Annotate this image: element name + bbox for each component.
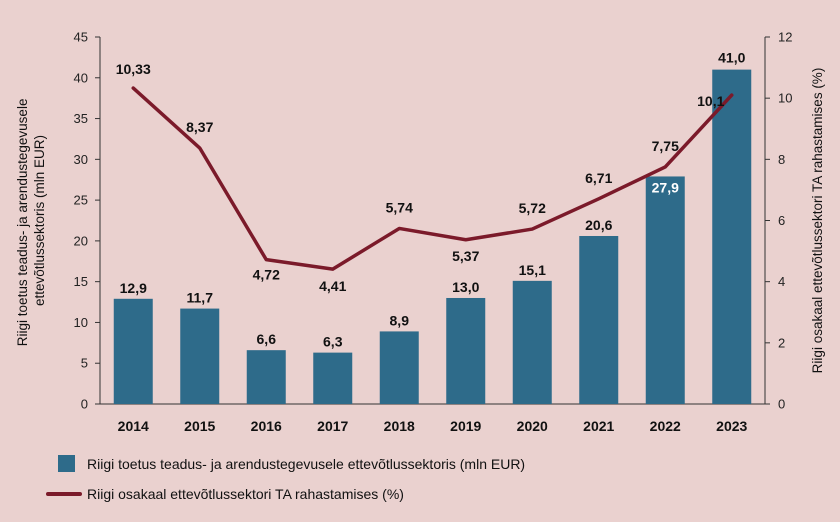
line-value-label: 4,72: [253, 267, 280, 283]
right-tick-label: 6: [778, 213, 785, 228]
legend-bar-swatch: [58, 455, 75, 472]
line-value-label: 7,75: [652, 138, 679, 154]
x-tick-label: 2021: [583, 418, 614, 434]
line-value-label: 8,37: [186, 119, 213, 135]
line-value-label: 5,74: [386, 199, 413, 215]
left-tick-label: 35: [74, 111, 88, 126]
bar-value-label: 6,6: [257, 331, 277, 347]
right-tick-label: 0: [778, 397, 785, 412]
bar: [246, 350, 286, 404]
left-tick-label: 40: [74, 70, 88, 85]
bar: [313, 352, 353, 404]
bar: [712, 69, 752, 404]
bar: [379, 331, 419, 404]
bar-value-label: 15,1: [519, 262, 546, 278]
bar-value-label: 8,9: [390, 312, 410, 328]
right-y-axis: 0 2 4 6 8 10 12: [764, 30, 792, 412]
right-tick-label: 10: [778, 91, 792, 106]
left-axis-title: Riigi toetus teadus- ja arendustegevusel…: [15, 95, 47, 346]
left-tick-label: 15: [74, 274, 88, 289]
line-value-label: 5,72: [519, 200, 546, 216]
left-tick-label: 25: [74, 193, 88, 208]
x-axis: 2014 2015 2016 2017 2018 2019 2020 2021 2022 2023: [100, 403, 765, 434]
line-series: 10,33 8,37 4,72 4,41 5,74 5,37 5,72 6,71 7,75 10,…: [116, 61, 734, 294]
left-tick-label: 0: [81, 397, 88, 412]
left-tick-label: 45: [74, 30, 88, 45]
x-tick-label: 2017: [317, 418, 348, 434]
right-tick-label: 8: [778, 152, 785, 167]
bar: [512, 280, 552, 404]
left-tick-label: 30: [74, 152, 88, 167]
x-tick-label: 2019: [450, 418, 481, 434]
x-tick-label: 2023: [716, 418, 747, 434]
right-tick-label: 2: [778, 335, 785, 350]
x-tick-label: 2016: [251, 418, 282, 434]
bar-value-label: 13,0: [452, 279, 479, 295]
x-tick-label: 2014: [118, 418, 149, 434]
right-tick-label: 12: [778, 30, 792, 45]
right-tick-label: 4: [778, 274, 785, 289]
bar: [446, 297, 486, 404]
line-path: [131, 86, 734, 271]
bar-value-label: 12,9: [120, 280, 147, 296]
left-axis-title-line-2: ettevõtlussektoris (mln EUR): [32, 135, 47, 306]
line-value-label: 6,71: [585, 170, 612, 186]
x-tick-label: 2018: [384, 418, 415, 434]
bar-series: 12,9 11,7 6,6 6,3 8,9 13,0 15,1 20,6 27,9 41,0: [113, 50, 752, 404]
line-value-label: 10,1: [697, 93, 724, 109]
x-tick-label: 2015: [184, 418, 215, 434]
right-axis-title: Riigi osakaal ettevõtlussektori TA rahas…: [810, 68, 825, 374]
left-tick-label: 10: [74, 315, 88, 330]
left-y-axis: 0 5 10 15 20 25 30 35 40 45: [74, 30, 101, 412]
bar-value-label: 20,6: [585, 217, 612, 233]
bar: [579, 235, 619, 404]
bar-value-label: 41,0: [718, 50, 745, 66]
legend-bar-label: Riigi toetus teadus- ja arendustegevusel…: [87, 456, 525, 472]
legend-line-label: Riigi osakaal ettevõtlussektori TA rahas…: [87, 486, 404, 502]
bar: [180, 308, 220, 404]
bar: [113, 298, 153, 404]
left-tick-label: 5: [81, 356, 88, 371]
x-tick-label: 2022: [650, 418, 681, 434]
legend: Riigi toetus teadus- ja arendustegevusel…: [46, 455, 525, 502]
bar: [645, 176, 685, 404]
left-axis-title-line-1: Riigi toetus teadus- ja arendustegevusel…: [15, 99, 30, 347]
x-tick-label: 2020: [517, 418, 548, 434]
line-value-label: 4,41: [319, 278, 346, 294]
left-tick-label: 20: [74, 233, 88, 248]
line-value-label: 5,37: [452, 248, 479, 264]
bar-value-label: 27,9: [652, 179, 679, 195]
line-value-label: 10,33: [116, 61, 151, 77]
bar-value-label: 11,7: [187, 290, 214, 306]
bar-value-label: 6,3: [323, 334, 343, 350]
